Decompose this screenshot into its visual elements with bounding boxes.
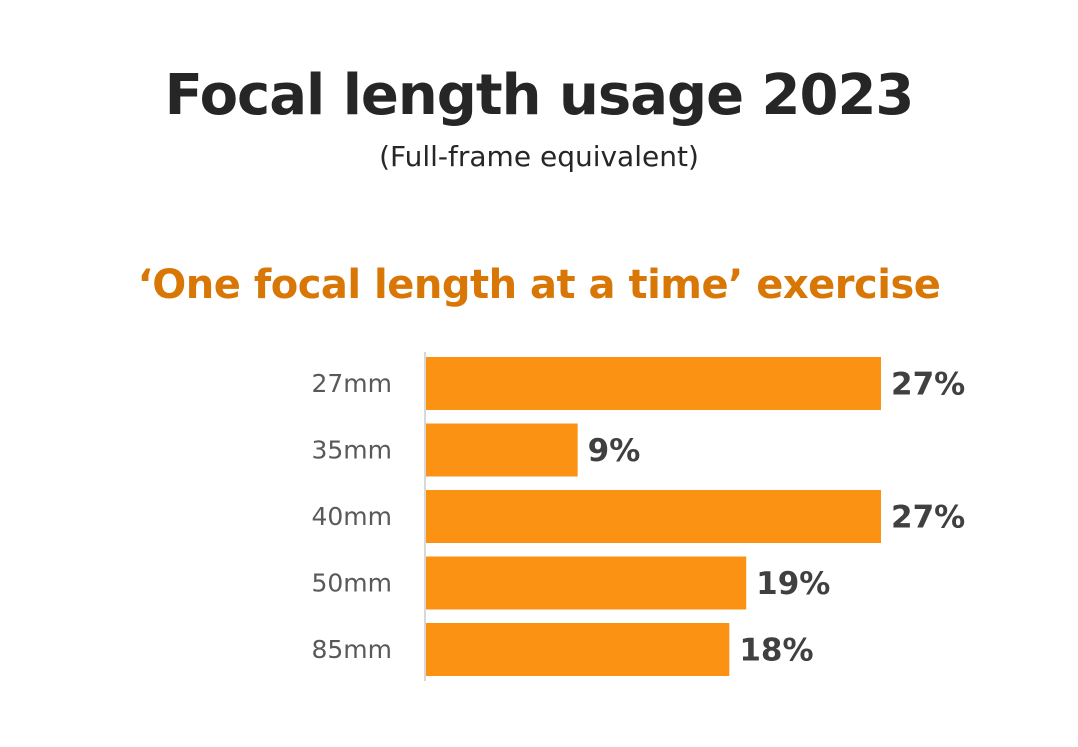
bar bbox=[426, 556, 747, 610]
bar bbox=[426, 357, 881, 410]
y-tick-label: 50mm bbox=[311, 569, 392, 598]
bar bbox=[426, 423, 578, 477]
data-label: 9% bbox=[588, 433, 641, 469]
y-tick-label: 35mm bbox=[311, 436, 392, 465]
y-tick-label: 40mm bbox=[311, 502, 392, 531]
chart-heading: ‘One focal length at a time’ exercise bbox=[137, 262, 941, 308]
y-tick-label: 27mm bbox=[311, 369, 392, 398]
chart-subtitle: (Full-frame equivalent) bbox=[379, 140, 699, 173]
y-tick-label: 85mm bbox=[311, 635, 392, 664]
chart-title: Focal length usage 2023 bbox=[164, 63, 915, 128]
bar-chart: 27mm 27% 35mm 9% 40mm 27% 50mm 19% 85mm 18% bbox=[311, 352, 965, 681]
data-label: 27% bbox=[891, 367, 965, 403]
bar bbox=[426, 490, 881, 543]
data-label: 27% bbox=[891, 500, 965, 536]
data-label: 18% bbox=[739, 633, 813, 669]
bar bbox=[426, 623, 730, 676]
bars-layer: 27mm 27% 35mm 9% 40mm 27% 50mm 19% 85mm 18% bbox=[311, 357, 965, 676]
data-label: 19% bbox=[756, 566, 830, 602]
